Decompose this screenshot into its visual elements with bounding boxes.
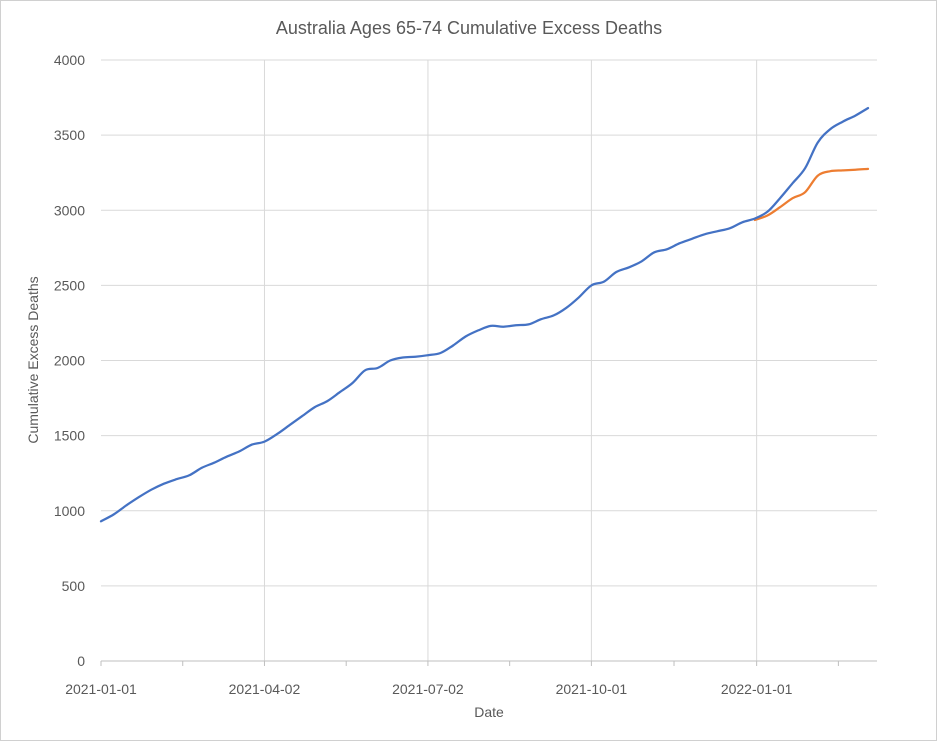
- y-tick-label: 0: [77, 653, 85, 669]
- y-tick-label: 4000: [54, 52, 85, 68]
- y-tick-label: 500: [62, 578, 86, 594]
- y-axis-label: Cumulative Excess Deaths: [25, 276, 41, 443]
- x-tick-label: 2021-01-01: [65, 681, 137, 697]
- y-tick-label: 3000: [54, 202, 85, 218]
- x-tick-labels: 2021-01-01 2021-04-02 2021-07-02 2021-10-01…: [65, 681, 792, 697]
- y-tick-labels: 0 500 1000 1500 2000 2500 3000 3500 4000: [54, 52, 85, 669]
- x-tick-label: 2021-07-02: [392, 681, 464, 697]
- y-tick-label: 2000: [54, 353, 85, 369]
- y-tick-label: 1000: [54, 503, 85, 519]
- y-gridlines: [101, 59, 877, 587]
- x-tick-label: 2022-01-01: [721, 681, 793, 697]
- series-line-2: [753, 167, 870, 222]
- x-axis-label: Date: [474, 704, 504, 720]
- x-gridlines: [263, 60, 758, 661]
- series-line-1: [99, 106, 870, 523]
- x-tick-label: 2021-10-01: [556, 681, 628, 697]
- series-lines: [99, 106, 870, 523]
- y-tick-label: 3500: [54, 127, 85, 143]
- y-tick-label: 2500: [54, 277, 85, 293]
- x-tick-label: 2021-04-02: [229, 681, 301, 697]
- x-axis: [100, 660, 877, 666]
- chart-title: Australia Ages 65-74 Cumulative Excess D…: [276, 18, 662, 38]
- y-tick-label: 1500: [54, 428, 85, 444]
